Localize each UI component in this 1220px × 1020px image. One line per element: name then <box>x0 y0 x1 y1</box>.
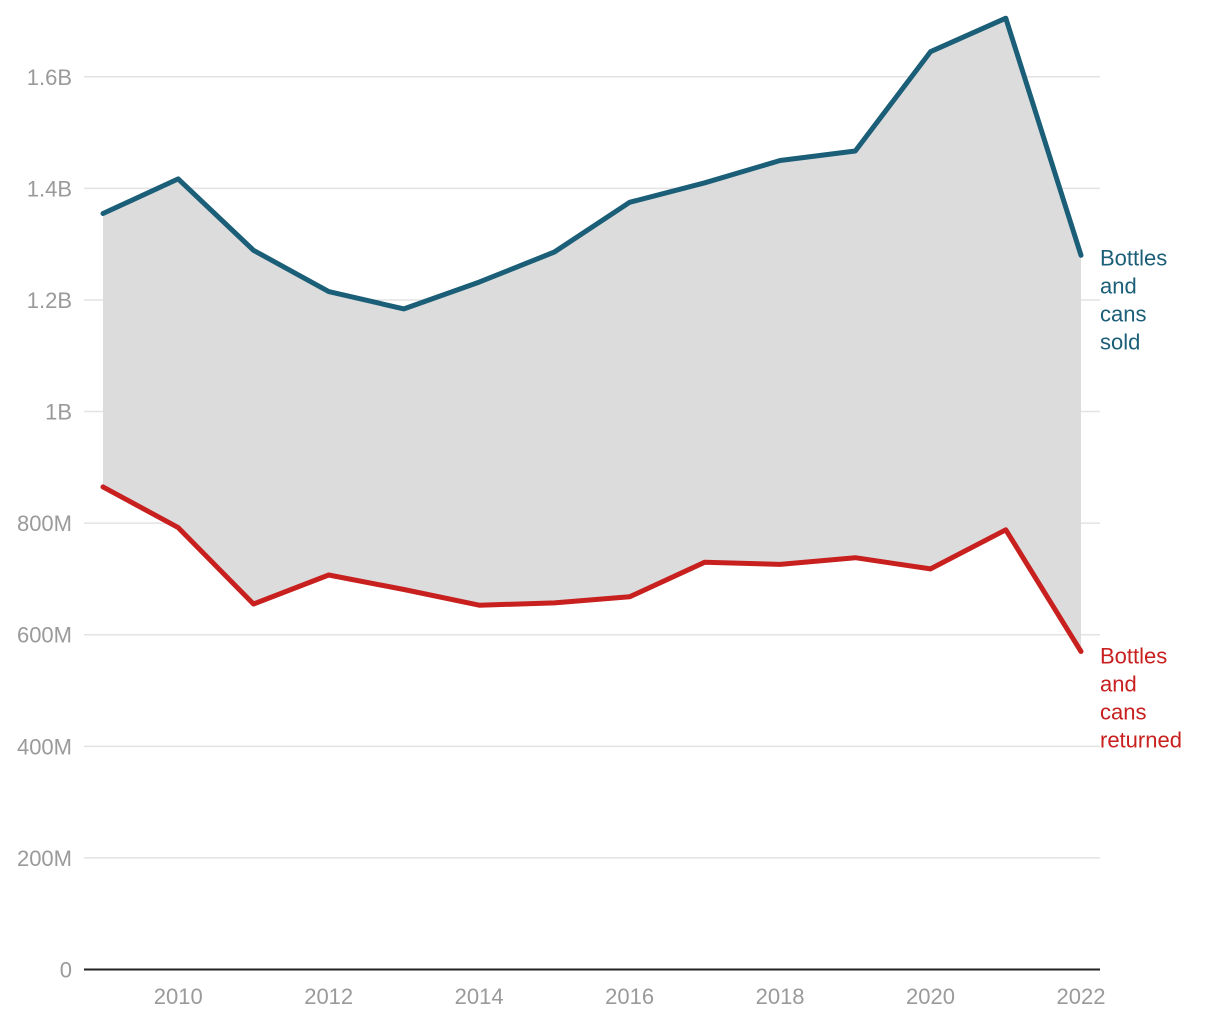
x-tick-label: 2016 <box>605 984 654 1009</box>
x-tick-label: 2018 <box>756 984 805 1009</box>
series-line <box>100 15 1084 312</box>
x-tick-label: 2010 <box>154 984 203 1009</box>
gap-area <box>103 18 1081 652</box>
y-tick-label: 200M <box>17 846 72 871</box>
series-labels: Bottles and cans sold Bottles and cans returned <box>1100 245 1182 752</box>
x-tick-label: 2012 <box>304 984 353 1009</box>
x-axis: 2010 2012 2014 2016 2018 2020 2022 <box>154 984 1106 1009</box>
series-label: sold <box>1100 329 1140 354</box>
x-tick-label: 2020 <box>906 984 955 1009</box>
y-tick-label: 400M <box>17 734 72 759</box>
series-label: and <box>1100 273 1137 298</box>
x-tick-label: 2014 <box>455 984 504 1009</box>
series-label: cans <box>1100 301 1146 326</box>
series-line <box>100 484 1084 654</box>
y-tick-label: 600M <box>17 623 72 648</box>
y-tick-label: 0 <box>60 958 72 983</box>
y-axis: 0 200M 400M 600M 800M 1B 1.2B 1.4B 1.6B <box>17 65 72 983</box>
y-tick-label: 800M <box>17 511 72 536</box>
series-label: returned <box>1100 727 1182 752</box>
series-lines <box>100 15 1084 654</box>
series-label: Bottles <box>1100 643 1167 668</box>
y-tick-label: 1.2B <box>27 288 72 313</box>
y-tick-label: 1.4B <box>27 176 72 201</box>
y-tick-label: 1.6B <box>27 65 72 90</box>
series-label: and <box>1100 671 1137 696</box>
x-tick-label: 2022 <box>1057 984 1106 1009</box>
series-label: cans <box>1100 699 1146 724</box>
y-tick-label: 1B <box>45 400 72 425</box>
series-label: Bottles <box>1100 245 1167 270</box>
